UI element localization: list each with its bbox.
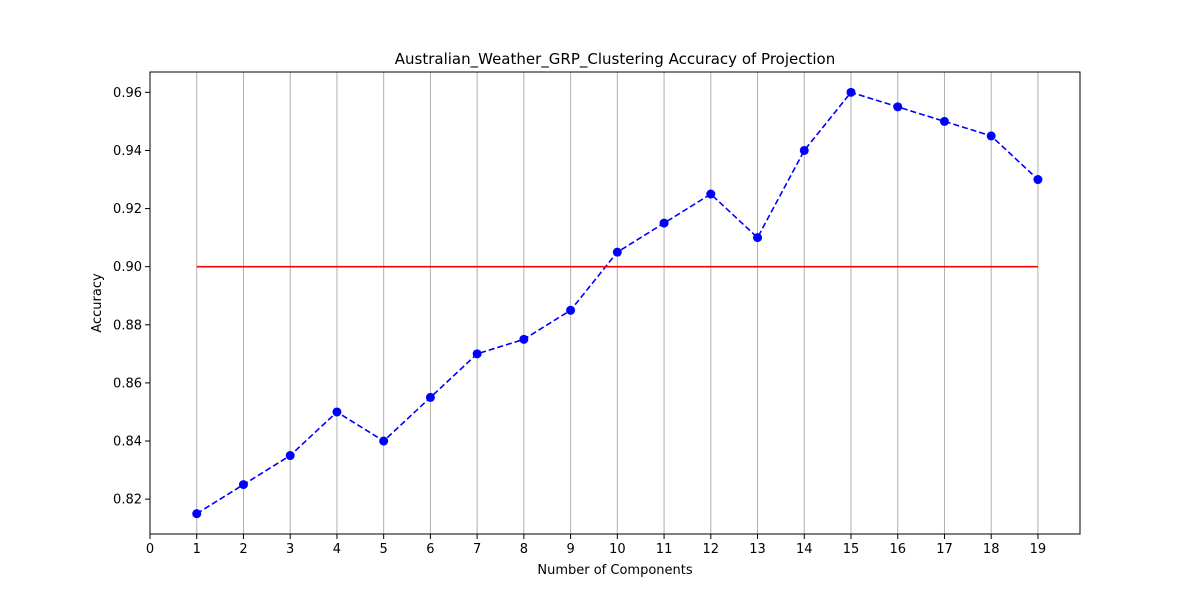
x-tick-label: 0 [146, 542, 154, 557]
x-tick-label: 16 [889, 542, 906, 557]
x-tick-label: 13 [749, 542, 766, 557]
data-point [846, 87, 856, 97]
data-point [332, 407, 342, 417]
data-point [799, 145, 809, 155]
data-point [472, 349, 482, 359]
data-point [519, 334, 529, 344]
data-point [425, 392, 435, 402]
plot-area-frame [149, 71, 1081, 535]
y-tick-label: 0.90 [113, 260, 142, 275]
x-tick-label: 17 [936, 542, 953, 557]
data-point [659, 218, 669, 228]
series-group [192, 87, 1043, 519]
grid-lines [196, 72, 1039, 534]
data-point [706, 189, 716, 199]
data-point [753, 233, 763, 243]
x-tick-label: 9 [566, 542, 574, 557]
x-tick-label: 6 [426, 542, 434, 557]
x-axis-label: Number of Components [537, 563, 692, 578]
y-tick-label: 0.96 [113, 86, 142, 101]
x-tick-label: 15 [843, 542, 860, 557]
y-tick-label: 0.86 [113, 376, 142, 391]
data-point [285, 451, 295, 461]
x-tick-label: 2 [239, 542, 247, 557]
x-tick-label: 1 [193, 542, 201, 557]
data-point [939, 116, 949, 126]
chart-title: Australian_Weather_GRP_Clustering Accura… [395, 50, 835, 69]
x-tick-label: 14 [796, 542, 813, 557]
data-point [566, 305, 576, 315]
x-tick-label: 19 [1030, 542, 1047, 557]
y-tick-label: 0.88 [113, 318, 142, 333]
x-tick-label: 10 [609, 542, 626, 557]
data-point [379, 436, 389, 446]
data-point [986, 131, 996, 141]
y-tick-label: 0.82 [113, 493, 142, 508]
y-axis: 0.82 0.84 0.86 0.88 0.90 0.92 0.94 0.96 [113, 86, 150, 508]
data-point [192, 509, 202, 519]
data-point [612, 247, 622, 257]
data-point [238, 480, 248, 490]
y-tick-label: 0.84 [113, 435, 142, 450]
x-tick-label: 3 [286, 542, 294, 557]
x-axis: 0 1 2 3 4 5 6 7 8 9 10 11 12 13 14 15 16 17 18 19 [146, 534, 1046, 557]
data-point [1033, 175, 1043, 185]
x-tick-label: 5 [380, 542, 388, 557]
y-axis-label: Accuracy [90, 273, 105, 333]
x-tick-label: 7 [473, 542, 481, 557]
x-tick-label: 4 [333, 542, 341, 557]
x-tick-label: 8 [520, 542, 528, 557]
y-tick-label: 0.94 [113, 144, 142, 159]
data-point [893, 102, 903, 112]
y-tick-label: 0.92 [113, 202, 142, 217]
x-tick-label: 11 [656, 542, 673, 557]
x-tick-label: 12 [703, 542, 720, 557]
x-tick-label: 18 [983, 542, 1000, 557]
